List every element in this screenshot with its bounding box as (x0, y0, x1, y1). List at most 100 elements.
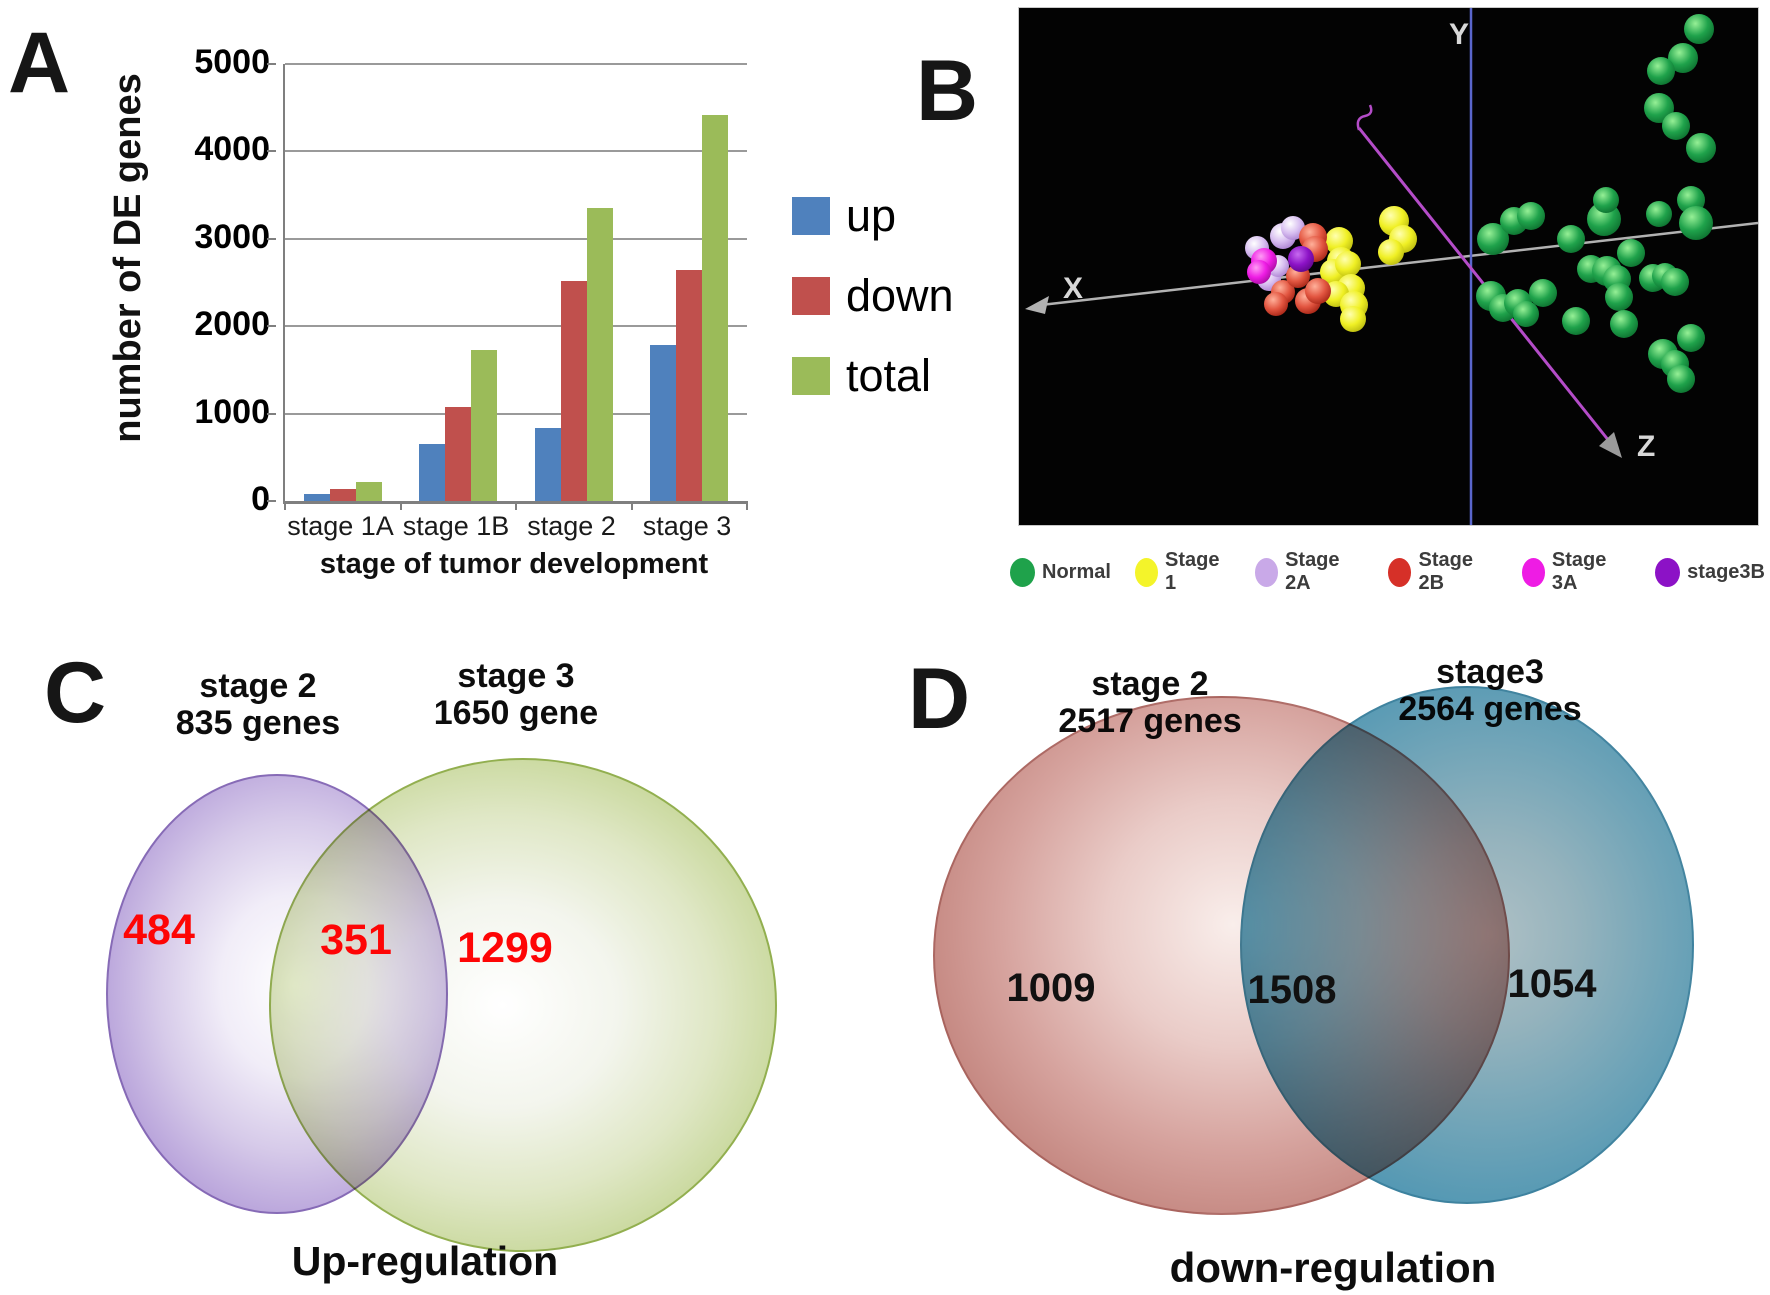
panel-b-label: B (916, 43, 979, 139)
bar-up-stage-2 (534, 428, 561, 501)
y-tick-mark (267, 500, 276, 502)
venn-d-title: down-regulation (1169, 1244, 1497, 1291)
sphere-normal (1644, 93, 1674, 123)
sphere-normal (1593, 187, 1619, 213)
sphere-normal (1646, 201, 1672, 227)
legend-dot-stage1 (1134, 557, 1159, 587)
legend-swatch-total (792, 357, 830, 395)
x-tick-mark (746, 501, 748, 510)
bar-total-stage-3 (702, 114, 729, 501)
y-tick-label: 4000 (194, 130, 270, 169)
venn-c-title: Up-regulation (291, 1238, 559, 1284)
legend-swatch-up (792, 197, 830, 235)
sphere-stage2b (1305, 278, 1331, 304)
x-tick-mark (630, 501, 633, 510)
legend-label: stage3B (1687, 560, 1765, 583)
x-axis-arrowhead (1025, 296, 1049, 314)
legend-label: Normal (1042, 560, 1111, 583)
bar-total-stage-1B (471, 349, 498, 501)
gridline (285, 63, 747, 65)
x-axis-label: X (1063, 272, 1083, 305)
gridline (285, 237, 747, 240)
gridline (285, 325, 747, 328)
sphere-normal (1647, 57, 1675, 85)
scatter3d-scene: X Y Z (1025, 8, 1759, 525)
legend-item-stage2a: Stage 2A (1254, 549, 1364, 595)
venn-c-right-value: 1299 (457, 924, 553, 972)
legend-item-down: down (792, 270, 954, 322)
venn-d-right-value: 1054 (1507, 962, 1597, 1006)
bar-chart-plot-area (283, 63, 748, 510)
panel-d-label: D (908, 651, 971, 747)
venn-c-overlap-value: 351 (320, 916, 392, 964)
sphere-stage3a (1247, 260, 1271, 284)
bar-down-stage-3 (676, 270, 703, 501)
y-tick-label: 0 (251, 480, 270, 518)
bar-down-stage-2 (560, 281, 587, 501)
venn-c-right-circle (269, 758, 777, 1252)
x-tick-mark (515, 501, 517, 510)
z-axis-label: Z (1637, 430, 1655, 463)
y-tick-mark (267, 150, 276, 153)
venn-c-left-set-count: 835 genes (175, 704, 341, 742)
legend-item-stage3b: stage3B (1655, 557, 1765, 587)
sphere-stage2b (1264, 292, 1288, 316)
legend-label: Stage 2B (1418, 549, 1473, 594)
venn-c-right-set-count: 1650 gene (433, 694, 599, 732)
x-axis-ticks: stage 1A stage 1B stage 2 stage 3 (283, 511, 745, 545)
bar-chart-legend: up down total (792, 190, 954, 430)
legend-label: Stage 3A (1551, 549, 1607, 594)
y-axis-ticks: 0 1000 2000 3000 4000 5000 (150, 43, 276, 524)
x-axis-line (1040, 221, 1759, 307)
venn-c-left-set-name: stage 2 (199, 667, 317, 705)
sphere-normal (1667, 365, 1695, 393)
y-axis-title: number of DE genes (107, 73, 149, 443)
y-tick-label: 2000 (194, 305, 270, 344)
venn-c-right-header: stage 3 1650 gene (376, 658, 656, 732)
sphere-normal (1684, 14, 1714, 44)
legend-label: Stage 1 (1165, 549, 1220, 594)
scatter3d-legend: Normal Stage 1 Stage 2A Stage 2B Stage 3A sta… (1010, 549, 1765, 595)
bar-total-stage-2 (586, 208, 613, 501)
venn-c-right-set-name: stage 3 (457, 657, 575, 695)
sphere-normal (1513, 301, 1539, 327)
y-tick-label: 5000 (194, 43, 270, 81)
sphere-stage1 (1378, 239, 1404, 265)
x-tick-label: stage 3 (642, 511, 732, 541)
x-tick-label: stage 1B (402, 511, 510, 541)
legend-label: up (846, 190, 897, 241)
sphere-normal (1668, 43, 1698, 73)
legend-dot-stage2b (1388, 557, 1412, 587)
sphere-normal (1562, 307, 1590, 335)
y-tick-mark (267, 325, 276, 328)
bar-down-stage-1B (445, 406, 472, 501)
venn-c-left-header: stage 2 835 genes (118, 668, 398, 742)
z-axis-top-hook (1356, 104, 1373, 131)
legend-dot-stage3b (1655, 557, 1681, 587)
legend-swatch-down (792, 277, 830, 315)
panel-c-label: C (44, 645, 107, 741)
sphere-normal (1610, 310, 1638, 338)
sphere-normal (1517, 202, 1545, 230)
sphere-normal (1529, 279, 1557, 307)
legend-item-stage3a: Stage 3A (1521, 549, 1631, 595)
sphere-normal (1477, 223, 1509, 255)
scatter3d-panel: X Y Z (1018, 7, 1759, 526)
bar-up-stage-1A (303, 494, 330, 501)
venn-d-right-set-name: stage3 (1436, 653, 1544, 691)
sphere-stage3b (1288, 246, 1314, 272)
sphere-stage1 (1340, 306, 1366, 332)
legend-dot-stage2a (1254, 557, 1279, 587)
bar-up-stage-1B (419, 444, 446, 501)
sphere-normal (1661, 268, 1689, 296)
x-tick-label: stage 1A (287, 511, 394, 541)
sphere-stage1 (1335, 251, 1361, 277)
legend-item-total: total (792, 350, 954, 402)
legend-item-normal: Normal (1010, 557, 1111, 587)
y-tick-label: 3000 (194, 217, 270, 256)
legend-dot-normal (1010, 557, 1035, 587)
sphere-normal (1557, 225, 1585, 253)
y-tick-mark (267, 237, 276, 240)
sphere-normal (1679, 206, 1713, 240)
